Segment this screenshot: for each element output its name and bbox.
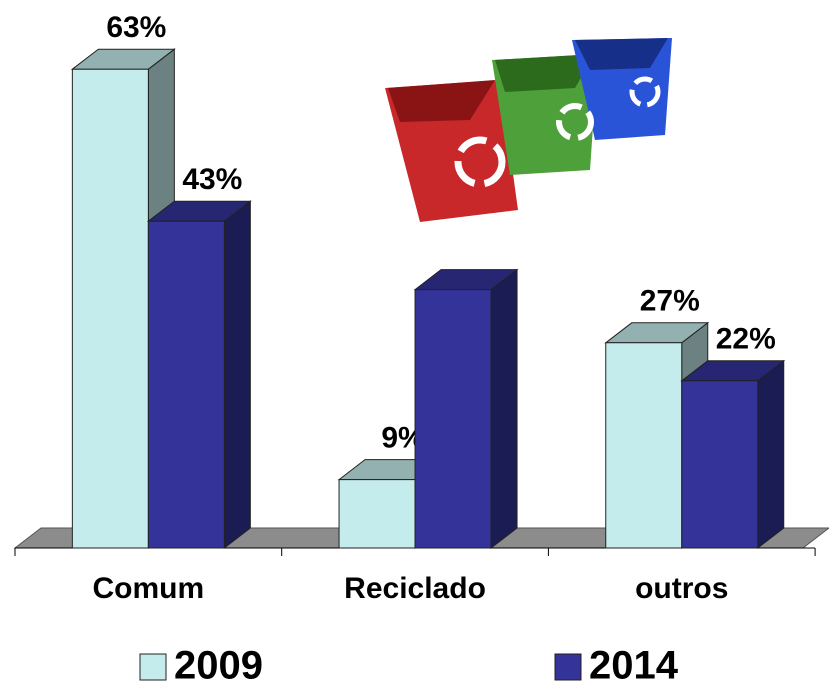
bar-face — [148, 221, 224, 548]
bar-face — [682, 381, 758, 548]
bar-face — [72, 69, 148, 548]
bar-face — [758, 361, 784, 548]
bar — [148, 201, 250, 548]
legend-label: 2014 — [589, 644, 679, 688]
bar-face — [491, 270, 517, 548]
value-label: 43% — [182, 163, 242, 196]
x-tick-label: outros — [635, 572, 728, 605]
value-label: 63% — [106, 11, 166, 44]
value-label: 27% — [640, 285, 700, 318]
recycle-bins — [385, 38, 672, 222]
legend-swatch — [140, 654, 166, 680]
bar-face — [224, 201, 250, 548]
x-tick-label: Comum — [93, 572, 205, 605]
legend-label: 2009 — [174, 644, 263, 688]
bar — [682, 361, 784, 548]
x-tick-label: Reciclado — [344, 572, 486, 605]
bar-face — [339, 480, 415, 548]
chart: Comum63%43%Reciclado9%outros27%22%200920… — [0, 0, 829, 691]
bar-face — [415, 290, 491, 548]
legend-swatch — [555, 654, 581, 680]
bar-face — [606, 343, 682, 548]
bar — [415, 270, 517, 548]
value-label: 22% — [716, 323, 776, 356]
